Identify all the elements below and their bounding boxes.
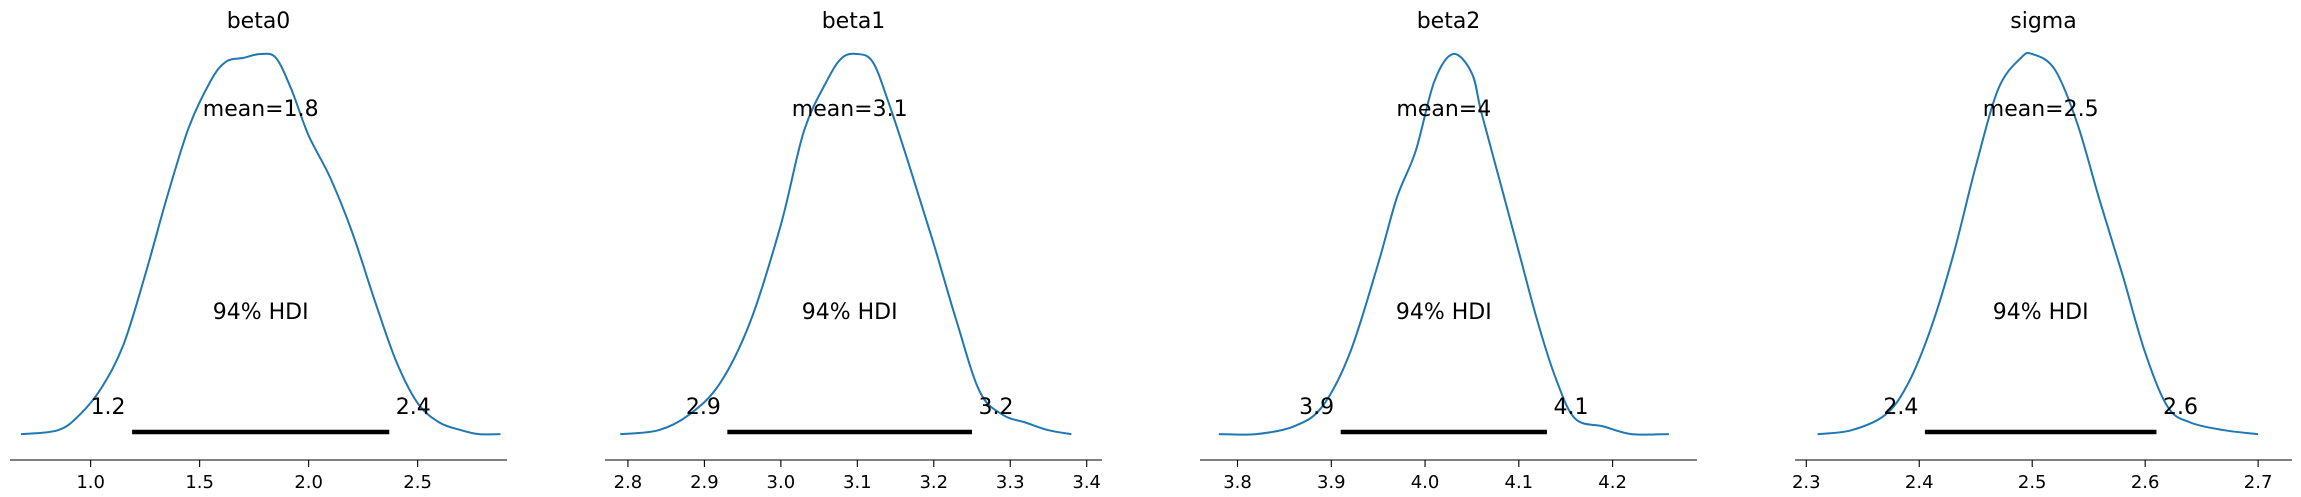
- x-tick-label: 4.0: [1411, 472, 1440, 493]
- x-tick-label: 1.0: [76, 472, 105, 493]
- hdi-label: 94% HDI: [1993, 300, 2089, 325]
- x-tick-label: 1.5: [185, 472, 214, 493]
- panel-sigma: 2.3 2.4 2.5 2.6 2.7 sigma mean=2.5 94% HDI 2.4 2.…: [1792, 9, 2292, 493]
- density-curve: [620, 52, 1072, 436]
- mean-label: mean=3.1: [792, 97, 908, 122]
- density-curve: [1218, 52, 1669, 436]
- x-tick-label: 2.7: [2244, 472, 2273, 493]
- x-tick-label: 3.9: [1317, 472, 1346, 493]
- x-tick-label: 2.5: [403, 472, 432, 493]
- x-tick-label: 2.4: [1905, 472, 1934, 493]
- x-tick-label: 2.5: [2018, 472, 2047, 493]
- hdi-low-label: 2.9: [686, 395, 721, 420]
- panel-title: sigma: [2010, 9, 2076, 34]
- mean-label: mean=4: [1396, 97, 1491, 122]
- hdi-low-label: 1.2: [91, 395, 126, 420]
- hdi-label: 94% HDI: [802, 300, 898, 325]
- x-tick-label: 3.8: [1223, 472, 1252, 493]
- x-tick-label: 4.2: [1598, 472, 1627, 493]
- panel-title: beta2: [1417, 9, 1481, 34]
- mean-label: mean=2.5: [1983, 97, 2099, 122]
- panel-beta1: 2.8 2.9 3.0 3.1 3.2 3.3 3.4 beta1 mean=3.1 94% HD…: [605, 9, 1102, 493]
- x-tick-label: 2.9: [690, 472, 719, 493]
- hdi-low-label: 3.9: [1299, 395, 1334, 420]
- panel-beta2: 3.8 3.9 4.0 4.1 4.2 beta2 mean=4 94% HDI 3.9 4.1: [1200, 9, 1697, 493]
- hdi-high-label: 2.4: [396, 395, 431, 420]
- x-tick-label: 2.3: [1792, 472, 1821, 493]
- hdi-high-label: 2.6: [2163, 395, 2198, 420]
- density-curve: [1817, 51, 2259, 436]
- panel-title: beta0: [227, 9, 291, 34]
- x-tick-label: 2.0: [294, 472, 323, 493]
- x-tick-label: 2.6: [2131, 472, 2160, 493]
- hdi-label: 94% HDI: [213, 300, 309, 325]
- x-tick-label: 3.4: [1072, 472, 1101, 493]
- x-tick-label: 4.1: [1505, 472, 1534, 493]
- hdi-label: 94% HDI: [1396, 300, 1492, 325]
- panel-title: beta1: [822, 9, 886, 34]
- x-tick-label: 3.0: [767, 472, 796, 493]
- density-curve: [20, 52, 501, 436]
- hdi-low-label: 2.4: [1883, 395, 1918, 420]
- x-tick-label: 2.8: [614, 472, 643, 493]
- hdi-high-label: 3.2: [979, 395, 1014, 420]
- panel-beta0: 1.0 1.5 2.0 2.5 beta0 mean=1.8 94% HDI 1.2 2.4: [10, 9, 507, 493]
- hdi-high-label: 4.1: [1553, 395, 1588, 420]
- mean-label: mean=1.8: [203, 97, 319, 122]
- x-tick-label: 3.3: [996, 472, 1025, 493]
- x-tick-label: 3.1: [843, 472, 872, 493]
- x-tick-label: 3.2: [919, 472, 948, 493]
